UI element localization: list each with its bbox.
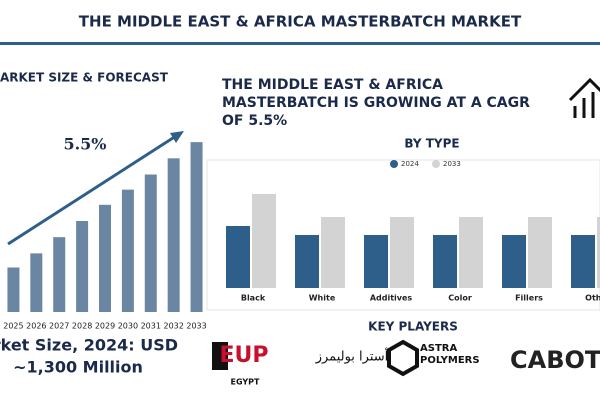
x-tick-label: 2032 <box>163 322 183 331</box>
bar <box>30 253 43 312</box>
x-tick-label: 2030 <box>118 322 138 331</box>
bar <box>459 217 483 288</box>
x-tick-label: 2027 <box>49 322 69 331</box>
x-tick-label: 2028 <box>72 322 92 331</box>
bar <box>390 217 414 288</box>
bar <box>144 174 157 312</box>
x-tick-label: 2029 <box>95 322 115 331</box>
left-title: MARKET SIZE & FORECAST <box>0 71 169 85</box>
x-tick-label: Black <box>241 294 266 303</box>
x-tick-label: Fillers <box>515 294 543 303</box>
logo-sub: EGYPT <box>231 378 261 387</box>
right-title: BY TYPE <box>404 137 459 151</box>
headline: OF 5.5% <box>222 113 287 129</box>
x-tick-label: Other <box>585 294 600 303</box>
headline: THE MIDDLE EAST & AFRICA <box>222 77 443 93</box>
x-tick-label: 2026 <box>26 322 46 331</box>
legend-label: 2033 <box>443 160 461 168</box>
legend-swatch <box>432 160 440 168</box>
x-tick-label: 2031 <box>141 322 161 331</box>
bar <box>99 204 111 312</box>
bar <box>502 235 526 288</box>
logo-shape <box>387 339 419 377</box>
panel-border <box>206 159 600 311</box>
arrow-head <box>170 131 184 143</box>
bar <box>321 217 345 288</box>
bar <box>571 235 595 288</box>
market-size: Market Size, 2024: USD <box>0 336 178 355</box>
bar <box>597 217 600 288</box>
players-title: KEY PLAYERS <box>368 320 458 334</box>
x-tick-label: 2025 <box>3 322 23 331</box>
bar <box>190 142 203 312</box>
x-tick-label: Color <box>448 294 472 303</box>
bar <box>226 226 250 288</box>
legend-swatch <box>390 160 398 168</box>
page-title: THE MIDDLE EAST & AFRICA MASTERBATCH MAR… <box>79 13 522 31</box>
x-tick-label: 2033 <box>186 322 206 331</box>
logo-text: ASTRA POLYMERS <box>420 343 480 366</box>
bar <box>121 189 134 312</box>
legend-label: 2024 <box>401 160 419 168</box>
header-rule <box>0 42 600 45</box>
logo-arabic: أسترا بوليمرز <box>315 348 389 365</box>
logo-text: EUP <box>219 343 268 368</box>
logo-wrap: ASTRA POLYMERS <box>420 343 480 366</box>
trend-arrow <box>7 134 177 246</box>
logo-cabot: CABOT <box>510 346 600 374</box>
bar <box>53 237 66 312</box>
bar <box>76 221 89 312</box>
annotation: 5.5% <box>63 135 106 154</box>
x-tick-label: Additives <box>370 294 413 303</box>
logo-eup: EUP EGYPT <box>212 342 269 387</box>
bar <box>295 235 319 288</box>
icon <box>568 77 600 118</box>
bar <box>167 158 180 312</box>
bar <box>364 235 388 288</box>
logo-shape <box>212 342 228 370</box>
headline: MASTERBATCH IS GROWING AT A CAGR <box>222 95 530 111</box>
bar <box>252 194 276 288</box>
bar <box>528 217 552 288</box>
bar <box>7 267 20 312</box>
bar <box>433 235 457 288</box>
x-tick-label: White <box>309 294 336 303</box>
market-size: ~1,300 Million <box>13 358 143 377</box>
logo-astra: أسترا بوليمرز ASTRA POLYMERS <box>315 339 480 377</box>
